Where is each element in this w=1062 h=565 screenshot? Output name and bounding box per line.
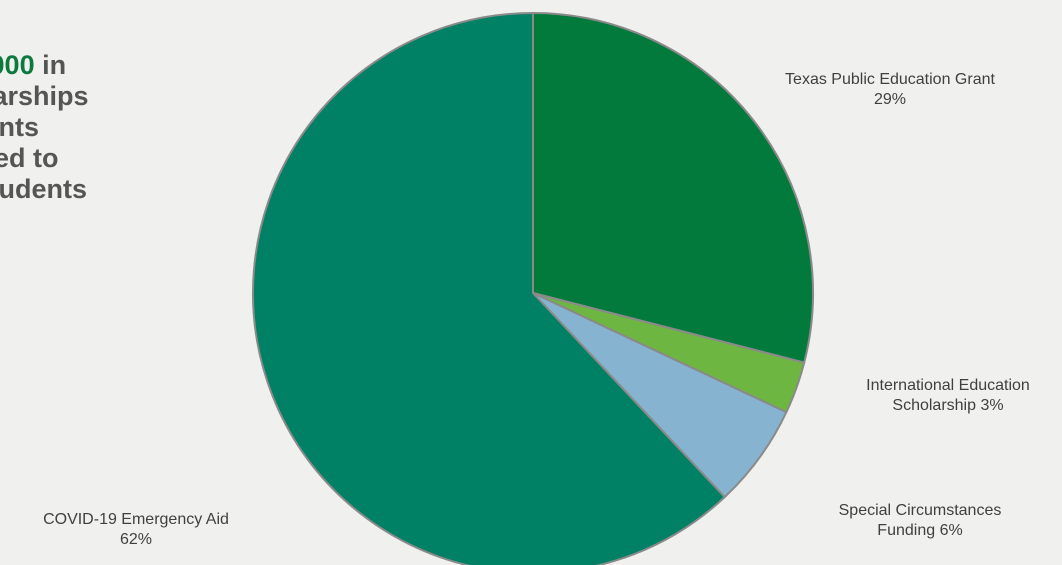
slice-label-texas-public-education-grant: Texas Public Education Grant 29% <box>745 70 1035 110</box>
slice-label-covid-19-emergency-aid: COVID-19 Emergency Aid 62% <box>0 510 272 550</box>
slice-label-international-education-scholarship: International Education Scholarship 3% <box>828 376 1062 416</box>
slice-label-line-1: Texas Public Education Grant <box>745 70 1035 90</box>
slice-label-line-1: International Education <box>828 376 1062 396</box>
slice-label-line-2: Scholarship 3% <box>828 396 1062 416</box>
slice-label-special-circumstances-funding: Special Circumstances Funding 6% <box>795 501 1045 541</box>
slice-label-line-1: Special Circumstances <box>795 501 1045 521</box>
slice-label-line-1: COVID-19 Emergency Aid <box>0 510 272 530</box>
slice-label-line-2: Funding 6% <box>795 521 1045 541</box>
slice-label-line-2: 62% <box>0 530 272 550</box>
slice-label-line-2: 29% <box>745 90 1035 110</box>
